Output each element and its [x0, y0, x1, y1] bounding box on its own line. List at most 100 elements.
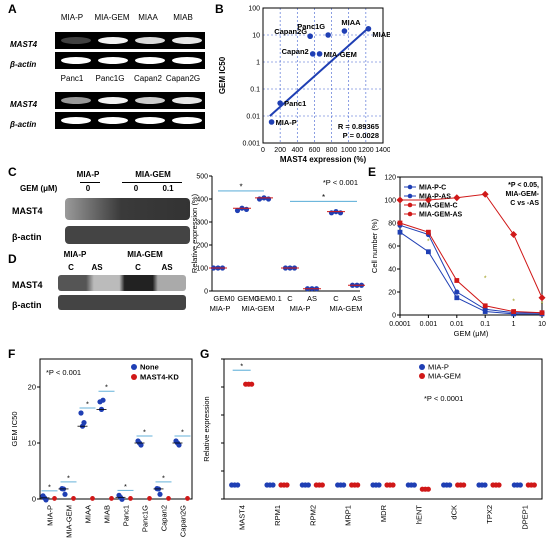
gel-band: [172, 117, 202, 124]
point-label: Panc1G: [297, 22, 325, 31]
y-axis-label: GEM IC50: [218, 56, 227, 94]
sig-star: *: [427, 239, 430, 246]
data-point: [270, 482, 276, 488]
data-point: [454, 289, 460, 295]
x-tick-label: 1200: [358, 147, 374, 154]
data-point: [426, 229, 431, 235]
x-group-label: MIA-P: [210, 304, 231, 313]
data-point: [325, 32, 331, 38]
chart-cd-relative-expression: 0 100 200 300 400 500 Relative expression (%) *…: [190, 174, 365, 313]
x-tick-label: MIA-P: [46, 505, 55, 526]
x-tick-label: MIAA: [84, 505, 93, 523]
plot-frame: [223, 358, 543, 500]
y-tick-label: 0: [392, 313, 396, 320]
lane-label: Capan2: [133, 74, 163, 83]
data-point: [309, 51, 316, 57]
y-tick-label: 80: [388, 221, 396, 228]
y-tick-label: 1: [256, 60, 260, 67]
sig-star: *: [240, 362, 243, 371]
sig-star: *: [124, 482, 127, 491]
gel-band: [61, 57, 91, 64]
y-axis-label: GEM IC50: [10, 411, 19, 446]
plot-frame: [39, 358, 193, 500]
lane-label: Capan2G: [165, 74, 201, 83]
data-point: [265, 196, 272, 202]
point-label: MIAA: [341, 18, 361, 27]
data-point: [396, 196, 404, 204]
series-line: [400, 193, 543, 298]
y-axis-label: Relative expression (%): [190, 193, 199, 273]
regression-line: [269, 28, 369, 117]
y-tick-label: 0.01: [246, 114, 260, 121]
data-point: [176, 442, 182, 448]
sig-star: *: [67, 473, 70, 482]
x-tick-label: MRP1: [344, 505, 353, 526]
data-point: [341, 482, 347, 488]
x-tick-label: 1400: [375, 147, 390, 154]
data-point: [453, 194, 461, 202]
data-point: [277, 100, 283, 106]
gel-band: [135, 117, 165, 124]
group-underline: [80, 182, 100, 183]
data-point: [284, 482, 290, 488]
y-tick-label: 20: [28, 383, 36, 392]
data-point: [365, 25, 372, 32]
legend-marker: [407, 184, 413, 190]
sig-star: *: [181, 428, 184, 437]
x-tick-label: RPM2: [308, 505, 317, 526]
group-label: MIA-P: [76, 170, 100, 179]
data-point: [425, 486, 431, 492]
x-tick-label: MIA-GEM: [65, 505, 74, 538]
data-point: [531, 482, 537, 488]
blot-actin: [58, 295, 186, 310]
group-label: MIA-GEM: [127, 250, 163, 259]
stat-annotation: P = 0.0028: [343, 131, 379, 140]
gene-label: MAST4: [10, 40, 38, 49]
point-label: Capan2: [282, 47, 309, 56]
data-point: [249, 381, 255, 387]
p-note: *P < 0.001: [323, 178, 358, 187]
data-point: [517, 482, 523, 488]
x-tick-label: 0: [261, 147, 265, 154]
gel-band: [61, 97, 91, 104]
row-label: β-actin: [12, 300, 42, 310]
data-point: [157, 491, 163, 497]
sig-star: *: [162, 473, 165, 482]
gel-band: [172, 57, 202, 64]
point-label: Panc1: [284, 99, 306, 108]
data-point: [43, 497, 49, 503]
p-note: *P < 0.05,: [508, 182, 539, 189]
y-tick-label: 60: [388, 244, 396, 251]
x-tick-label: 400: [291, 147, 303, 154]
data-point: [397, 229, 403, 235]
lane-label: Panc1G: [95, 74, 125, 83]
x-tick-label: DPEP1: [520, 505, 529, 530]
lane-label: AS: [161, 263, 173, 272]
panel-label-c: C: [8, 165, 17, 179]
x-tick-label: dCK: [450, 505, 459, 520]
x-tick-label: 0.001: [420, 321, 438, 328]
x-group-label: MIA-P: [290, 304, 311, 313]
y-tick-label: 0: [204, 289, 208, 296]
data-point: [454, 295, 460, 301]
data-point: [496, 482, 502, 488]
panel-label-e: E: [368, 165, 377, 179]
sig-star: *: [541, 301, 544, 308]
legend-label: None: [140, 363, 159, 372]
chart-e-cell-number: 0 20 40 60 80 100 120 0.0001 0.001 0.01 0.1 1 10 GEM …: [370, 175, 546, 339]
gene-label: MAST4: [10, 100, 38, 109]
x-tick-label: 200: [274, 147, 286, 154]
panel-d-blot: MIA-P MIA-GEM C AS C AS MAST4 β-actin: [10, 250, 190, 315]
x-tick-label: GEM0.1: [254, 294, 282, 303]
data-point: [328, 210, 335, 216]
series-line: [399, 224, 542, 314]
x-group-label: MIA-GEM: [330, 304, 363, 313]
data-point: [316, 51, 323, 57]
legend-label: MAST4-KD: [140, 373, 179, 382]
blot-mast4: [58, 275, 186, 291]
control-label: β-actin: [10, 60, 37, 69]
data-point: [482, 309, 488, 314]
point-label: Capan2G: [274, 27, 307, 36]
legend-marker: [407, 211, 413, 217]
